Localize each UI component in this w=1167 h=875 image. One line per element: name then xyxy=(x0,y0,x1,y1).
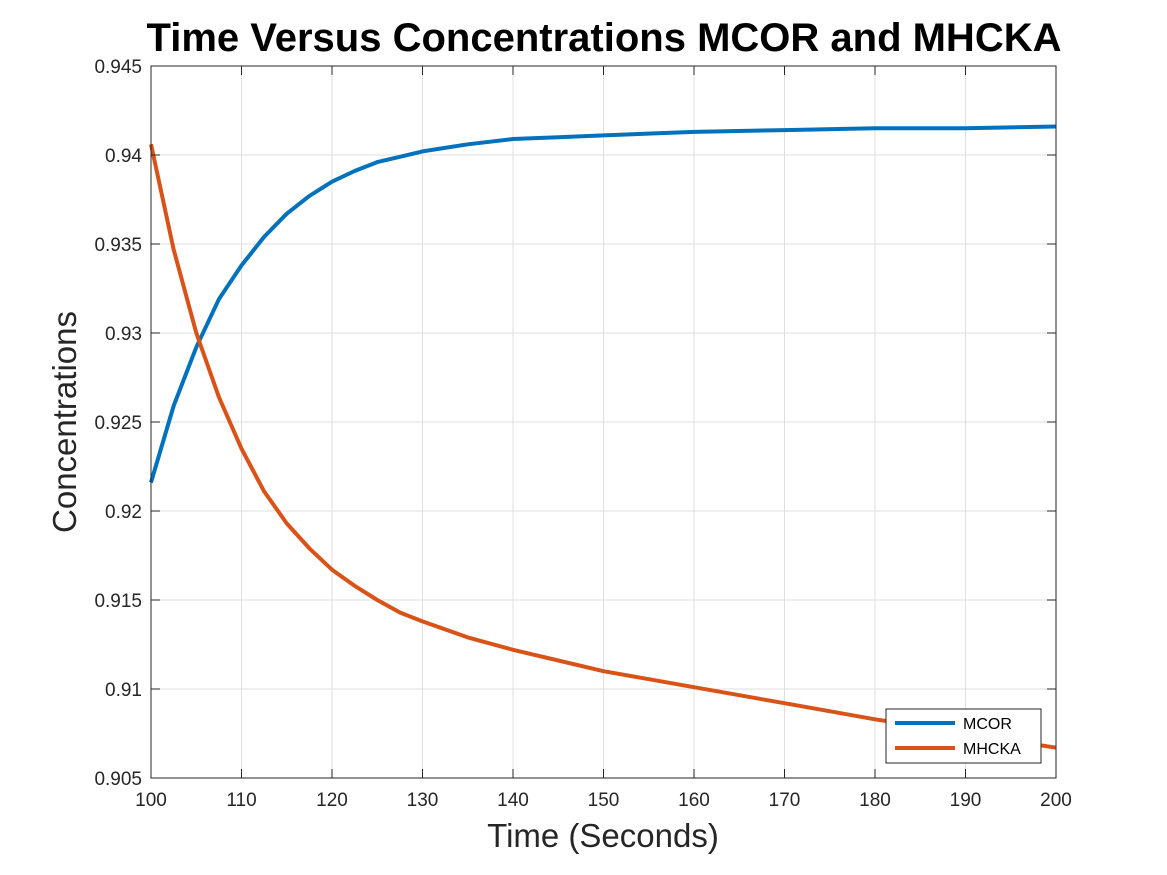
x-tick-label: 150 xyxy=(588,790,620,811)
y-tick-label: 0.915 xyxy=(94,591,142,612)
y-tick-label: 0.905 xyxy=(94,769,142,790)
legend-label-mcor: MCOR xyxy=(963,716,1012,733)
ticks xyxy=(150,65,1057,779)
x-tick-label: 120 xyxy=(316,790,348,811)
x-tick-label: 110 xyxy=(226,790,256,811)
legend-label-mhcka: MHCKA xyxy=(963,741,1021,758)
series-line-mhcka xyxy=(149,143,1057,750)
x-tick-label: 200 xyxy=(1040,790,1072,811)
chart-title: Time Versus Concentrations MCOR and MHCK… xyxy=(147,16,1062,60)
x-tick-labels: 100 110 120 130 140 150 160 170 180 190 200 xyxy=(135,790,1072,811)
x-tick-label: 160 xyxy=(678,790,710,811)
x-tick-label: 180 xyxy=(859,790,891,811)
legend-box xyxy=(885,708,1042,764)
data-series xyxy=(149,124,1057,750)
y-axis-label: Concentrations xyxy=(46,311,83,533)
x-axis-label: Time (Seconds) xyxy=(487,817,719,854)
legend: MCOR MHCKA xyxy=(885,708,1042,764)
y-tick-label: 0.94 xyxy=(105,146,142,167)
x-tick-label: 100 xyxy=(135,790,167,811)
y-tick-label: 0.945 xyxy=(94,57,142,78)
x-tick-label: 170 xyxy=(769,790,801,811)
x-tick-label: 130 xyxy=(407,790,439,811)
y-tick-label: 0.93 xyxy=(105,324,142,345)
y-tick-label: 0.935 xyxy=(94,235,142,256)
x-tick-label: 190 xyxy=(950,790,982,811)
y-tick-label: 0.91 xyxy=(105,680,142,701)
y-tick-label: 0.92 xyxy=(105,502,142,523)
y-tick-labels: 0.905 0.91 0.915 0.92 0.925 0.93 0.935 0.94 0.94… xyxy=(94,57,142,790)
x-tick-label: 140 xyxy=(497,790,529,811)
y-tick-label: 0.925 xyxy=(94,413,142,434)
series-line-mcor xyxy=(149,124,1057,484)
